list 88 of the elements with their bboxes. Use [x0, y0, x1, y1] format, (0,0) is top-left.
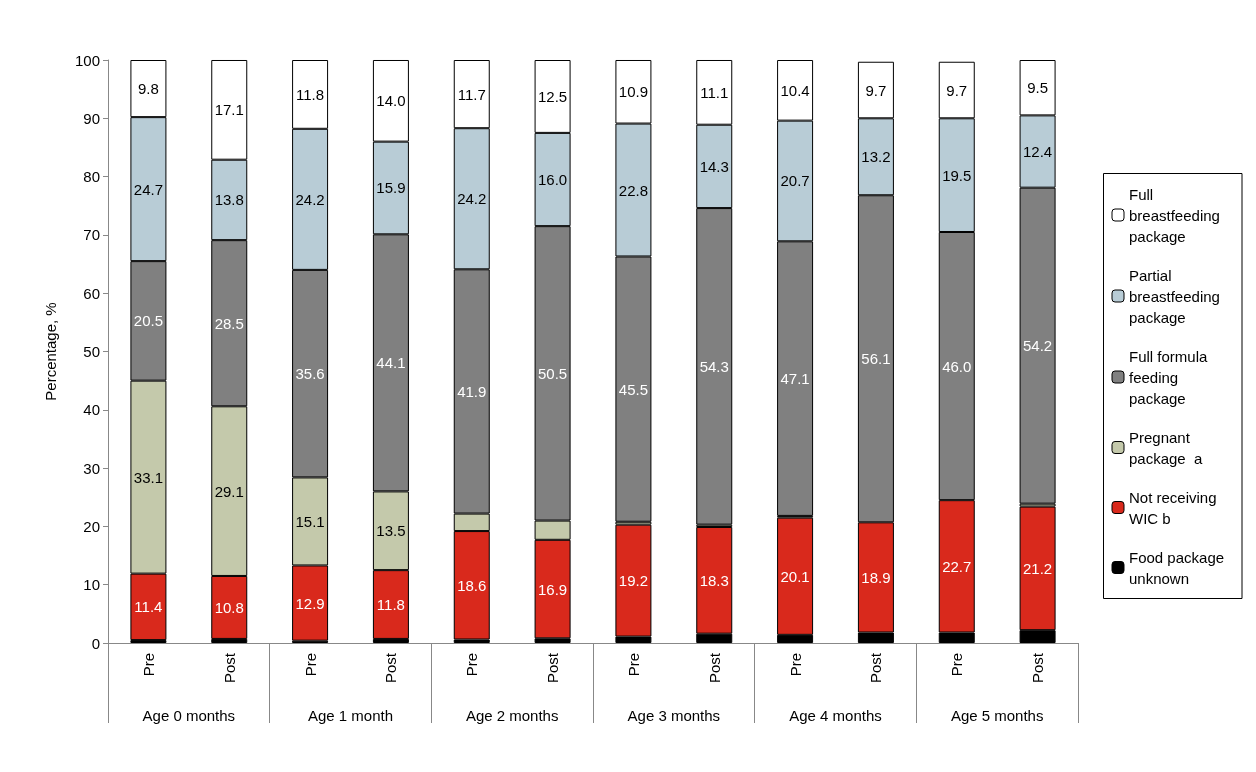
y-tick-label: 100: [74, 51, 100, 69]
data-label: 14.0: [376, 92, 406, 110]
data-label: 9.7: [865, 81, 887, 99]
legend-label: Full breastfeeding package: [1129, 185, 1225, 245]
x-tick-label: Pre: [624, 653, 642, 677]
y-tick-label: 20: [83, 517, 100, 535]
data-label: 21.2: [1022, 559, 1053, 577]
data-label: 13.5: [376, 522, 406, 540]
data-label: 33.1: [133, 468, 164, 486]
data-label: 9.7: [946, 81, 968, 99]
data-label: 22.7: [942, 557, 972, 575]
data-label: 20.1: [780, 567, 810, 585]
x-tick-label: Post: [544, 652, 562, 684]
data-label: 13.2: [861, 148, 891, 166]
data-label: 44.1: [376, 354, 406, 372]
data-label: 47.1: [780, 370, 810, 388]
y-tick-label: 80: [83, 168, 100, 186]
text: Age 3 months: [627, 706, 721, 724]
data-label: 11.8: [296, 85, 325, 103]
y-tick-label: 30: [83, 459, 100, 477]
legend-label: Not receiving WIC b: [1129, 488, 1221, 527]
text: Age 4 months: [789, 706, 882, 724]
data-label: 24.7: [133, 180, 164, 198]
data-label: 12.4: [1022, 143, 1053, 161]
data-label: 19.5: [942, 166, 972, 184]
y-axis-title: Percentage, %: [42, 302, 59, 401]
x-tick-label: Pre: [948, 653, 966, 677]
data-label: 13.8: [214, 191, 244, 209]
data-label: 12.9: [295, 594, 325, 612]
data-label: 10.4: [780, 81, 810, 99]
data-label: 15.1: [295, 512, 325, 530]
data-label: 22.8: [618, 181, 649, 199]
legend-label: Food package unknown: [1129, 548, 1229, 587]
y-tick-label: 90: [83, 109, 100, 127]
text: Age 1 month: [307, 706, 394, 724]
data-label: 35.6: [295, 365, 325, 383]
data-label: 10.8: [214, 598, 244, 616]
data-label: 11.7: [457, 85, 486, 103]
data-label: 15.9: [376, 179, 406, 197]
data-label: 18.3: [699, 571, 729, 589]
data-label: 41.9: [457, 382, 487, 400]
y-tick-label: 40: [83, 401, 100, 419]
x-tick-label: Pre: [301, 653, 319, 677]
x-tick-label: Post: [1029, 652, 1047, 684]
x-tick-label: Pre: [786, 653, 804, 677]
data-label: 11.8: [376, 596, 405, 614]
data-label: 16.9: [537, 580, 568, 598]
x-tick-label: Post: [705, 652, 723, 684]
legend-label: Pregnant package a: [1129, 428, 1204, 467]
data-label: 9.5: [1027, 79, 1049, 97]
data-label: 19.2: [618, 572, 649, 590]
data-label: 11.4: [134, 598, 163, 616]
data-label: 24.2: [295, 190, 325, 208]
data-label: 56.1: [861, 350, 891, 368]
y-tick-label: 10: [83, 576, 100, 594]
data-label: 54.2: [1022, 337, 1053, 355]
y-tick-label: 70: [83, 226, 100, 244]
x-tick-label: Post: [220, 652, 238, 684]
data-label: 18.6: [457, 576, 487, 594]
data-label: 10.9: [618, 83, 649, 101]
data-label: 50.5: [537, 364, 568, 382]
x-tick-label: Pre: [139, 653, 157, 677]
data-label: 11.1: [700, 83, 729, 101]
data-label: 29.1: [214, 482, 244, 500]
data-label: 24.2: [457, 190, 487, 208]
data-label: 9.8: [137, 80, 159, 98]
y-tick-label: 50: [83, 343, 100, 360]
y-tick-label: 0: [91, 634, 100, 652]
data-label: 12.5: [537, 87, 568, 105]
x-tick-label: Post: [382, 652, 400, 684]
text: Age 0 months: [142, 706, 236, 724]
data-label: 14.3: [699, 157, 729, 175]
legend-label: Partial breastfeeding package: [1129, 266, 1225, 326]
data-label: 16.0: [537, 171, 568, 189]
data-label: 45.5: [618, 380, 649, 398]
data-label: 18.9: [861, 568, 891, 586]
data-label: 54.3: [699, 357, 729, 375]
data-label: 28.5: [214, 314, 244, 332]
x-tick-label: Pre: [463, 653, 481, 677]
data-label: 46.0: [942, 357, 972, 375]
text: Age 2 months: [465, 706, 559, 724]
data-label: 20.7: [780, 172, 810, 190]
x-tick-label: Post: [867, 652, 885, 684]
data-label: 17.1: [214, 101, 244, 119]
y-tick-label: 60: [83, 284, 100, 302]
legend-label: Full formula feeding package: [1129, 347, 1212, 407]
text: Age 5 months: [950, 706, 1044, 724]
data-label: 20.5: [133, 312, 164, 330]
